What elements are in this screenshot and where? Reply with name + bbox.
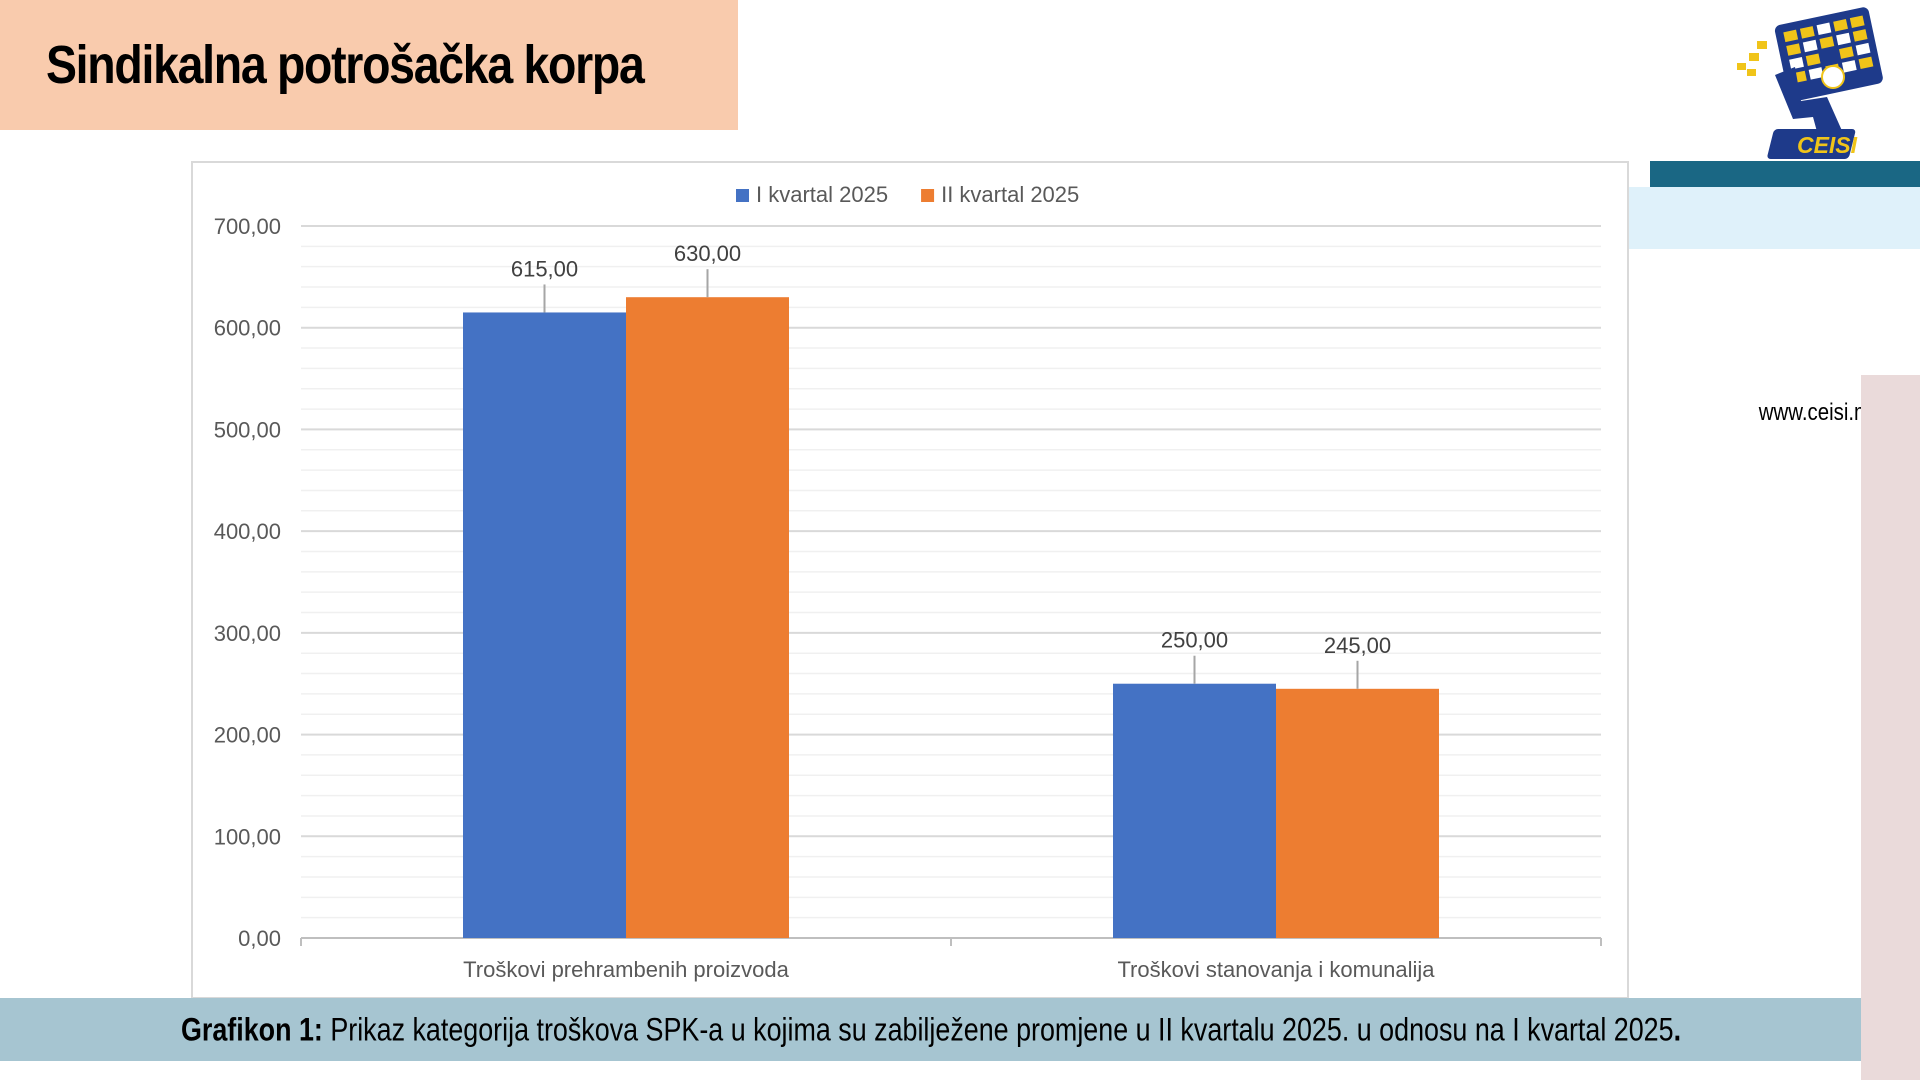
- bar-chart: 0,00 100,00 200,00 300,00 400,00 500,00 600,00…: [214, 182, 1602, 982]
- legend-label: II kvartal 2025: [941, 182, 1079, 207]
- website-band: www.ceisi.me: [1603, 187, 1920, 426]
- caption-end: .: [1673, 1011, 1681, 1047]
- caption-body: Prikaz kategorija troškova SPK-a u kojim…: [322, 1011, 1674, 1047]
- data-label: 630,00: [674, 241, 741, 266]
- x-tick-label: Troškovi stanovanja i komunalija: [1117, 957, 1435, 982]
- data-label: 615,00: [511, 256, 578, 281]
- bar: [626, 297, 789, 938]
- bar: [463, 312, 626, 938]
- legend-label: I kvartal 2025: [756, 182, 888, 207]
- y-tick-label: 200,00: [214, 723, 281, 748]
- y-tick-label: 400,00: [214, 519, 281, 544]
- caption-label: Grafikon 1:: [180, 1011, 323, 1047]
- y-tick-label: 0,00: [238, 926, 281, 951]
- y-tick-label: 600,00: [214, 316, 281, 341]
- chart-container: 0,00 100,00 200,00 300,00 400,00 500,00 600,00…: [191, 161, 1629, 999]
- svg-text:CEISI: CEISI: [1797, 132, 1858, 158]
- chart-caption: Grafikon 1: Prikaz kategorija troškova S…: [180, 1011, 1680, 1048]
- legend-swatch: [736, 189, 749, 202]
- page-title: Sindikalna potrošačka korpa: [46, 35, 645, 95]
- bar: [1113, 683, 1276, 938]
- data-label: 250,00: [1161, 628, 1228, 653]
- legend-swatch: [921, 189, 935, 202]
- y-tick-label: 700,00: [214, 214, 281, 239]
- data-label: 245,00: [1324, 633, 1391, 658]
- bar: [1276, 688, 1439, 938]
- y-tick-label: 300,00: [214, 621, 281, 646]
- x-tick-label: Troškovi prehrambenih proizvoda: [463, 957, 789, 982]
- ceisi-logo: CEISI: [1735, 5, 1885, 163]
- title-banner: Sindikalna potrošačka korpa: [0, 0, 738, 130]
- side-panel: [1861, 375, 1920, 1080]
- caption-bar: Grafikon 1: Prikaz kategorija troškova S…: [0, 998, 1861, 1061]
- y-tick-label: 100,00: [214, 824, 281, 849]
- y-tick-label: 500,00: [214, 417, 281, 442]
